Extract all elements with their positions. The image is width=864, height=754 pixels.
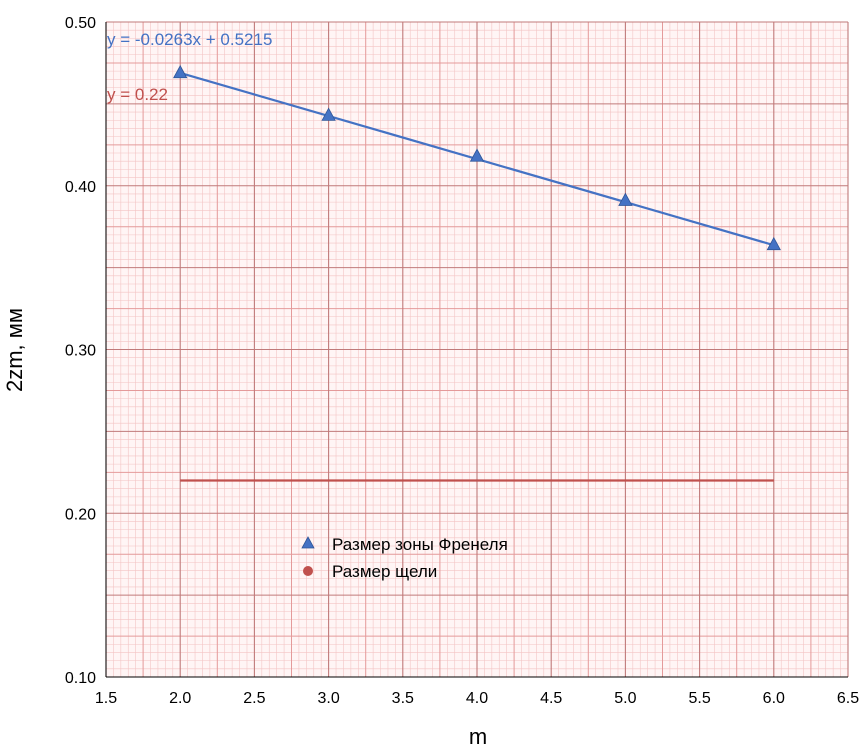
x-tick-label: 3.0: [317, 690, 339, 707]
y-tick-label: 0.50: [65, 15, 96, 32]
x-tick-label: 3.5: [392, 690, 414, 707]
trendline-equation-fresnel: y = -0.0263x + 0.5215: [107, 30, 272, 49]
legend-label-slit: Размер щели: [332, 562, 437, 581]
x-tick-label: 4.5: [540, 690, 562, 707]
x-tick-label: 6.5: [837, 690, 859, 707]
x-tick-label: 5.0: [614, 690, 636, 707]
x-tick-label: 6.0: [763, 690, 785, 707]
x-tick-label: 1.5: [95, 690, 117, 707]
major-grid: [105, 21, 849, 678]
y-tick-label: 0.10: [65, 670, 96, 687]
legend-marker-triangle: [301, 536, 315, 549]
legend-label-fresnel: Размер зоны Френеля: [332, 535, 508, 554]
y-tick-label: 0.20: [65, 506, 96, 523]
data-point-triangle: [469, 148, 485, 162]
y-axis-title: 2zm, мм: [2, 308, 27, 392]
data-points: [173, 64, 781, 251]
y-axis-ticks: 0.10 0.20 0.30 0.40 0.50: [65, 15, 96, 687]
x-tick-label: 2.5: [243, 690, 265, 707]
data-point-triangle: [618, 192, 633, 206]
legend-marker-circle: [303, 566, 313, 576]
data-point-triangle: [321, 107, 336, 121]
x-tick-label: 5.5: [688, 690, 710, 707]
axes: [105, 22, 848, 678]
trendline-equation-slit: y = 0.22: [107, 85, 168, 104]
x-tick-label: 2.0: [169, 690, 191, 707]
data-point-triangle: [766, 236, 781, 251]
x-axis-ticks: 1.5 2.0 2.5 3.0 3.5 4.0 4.5 5.0 5.5 6.0 6.5: [95, 690, 859, 707]
y-tick-label: 0.30: [65, 343, 96, 360]
x-axis-title: m: [469, 724, 487, 749]
x-tick-label: 4.0: [466, 690, 488, 707]
data-point-triangle: [173, 64, 188, 79]
legend: Размер зоны Френеля Размер щели: [301, 535, 508, 581]
y-tick-label: 0.40: [65, 179, 96, 196]
